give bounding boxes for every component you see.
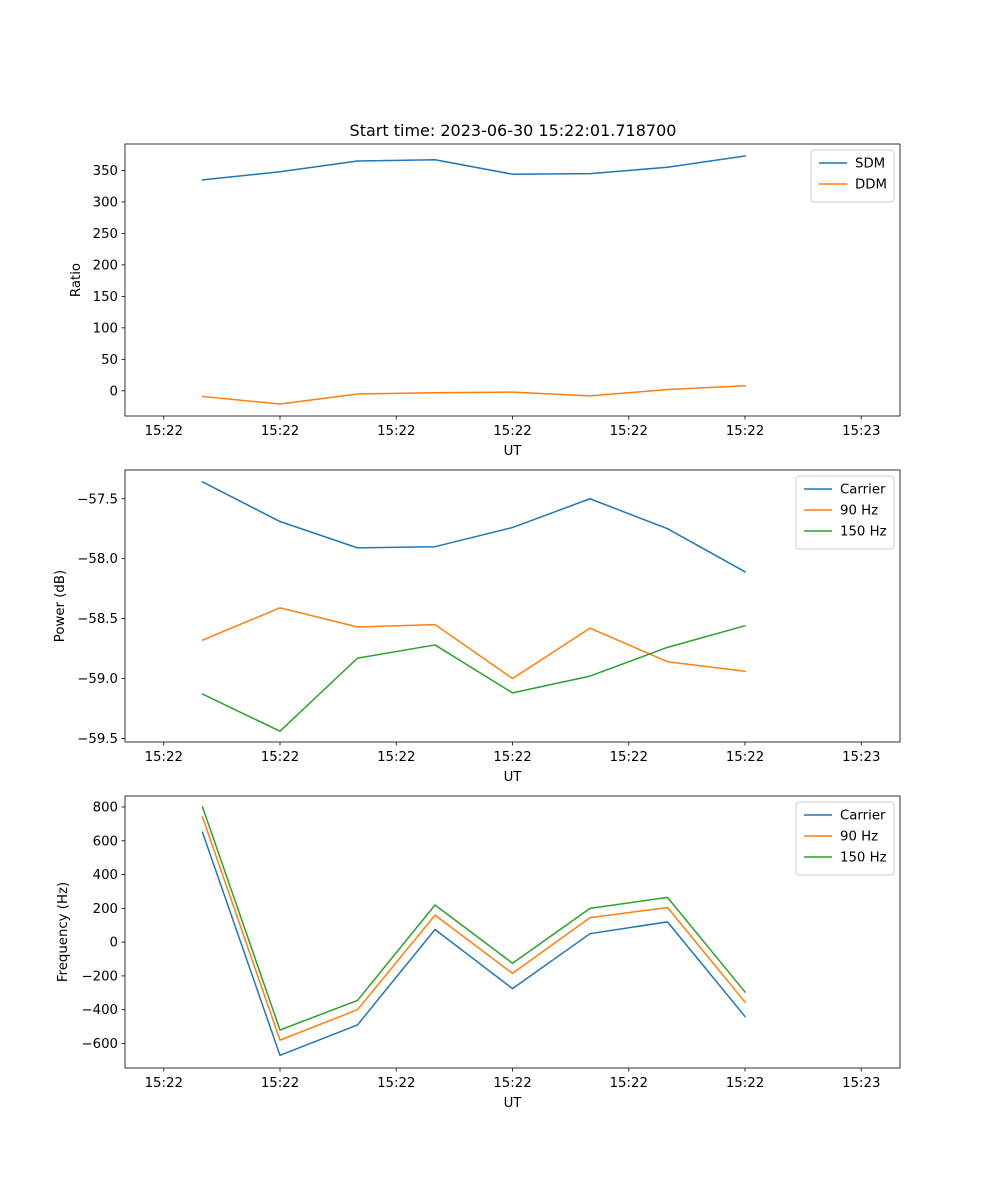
- x-tick-label: 15:22: [493, 1076, 531, 1091]
- x-tick-label: 15:22: [145, 424, 183, 439]
- series-line-90-hz: [201, 607, 746, 680]
- legend: Carrier 90 Hz 150 Hz: [795, 475, 895, 550]
- x-axis-label: UT: [504, 770, 523, 785]
- legend-label-ddm: DDM: [855, 178, 887, 193]
- subplot-power: 15:22 15:22 15:22 15:22 15:22 15:22 15:23 −59.5…: [53, 469, 901, 785]
- y-tick-label: 300: [93, 195, 118, 210]
- legend: SDM DDM: [810, 149, 895, 203]
- y-tick-label: −600: [81, 1037, 118, 1052]
- y-tick-label: −58.5: [77, 612, 118, 627]
- series-line-90-hz: [201, 816, 747, 1041]
- x-tick-label: 15:22: [145, 1076, 183, 1091]
- x-tick-label: 15:22: [726, 424, 764, 439]
- x-tick-label: 15:22: [261, 424, 299, 439]
- y-tick-label: −59.0: [77, 672, 118, 687]
- legend-label-150-hz: 150 Hz: [840, 525, 887, 540]
- x-tick-label: 15:22: [145, 750, 183, 765]
- x-tick-label: 15:22: [261, 750, 299, 765]
- legend-label-sdm: SDM: [855, 157, 885, 172]
- y-axis-label: Ratio: [69, 263, 84, 297]
- y-tick-label: −58.0: [77, 552, 118, 567]
- chart-title: Start time: 2023-06-30 15:22:01.718700: [350, 121, 677, 140]
- x-tick-label: 15:22: [610, 1076, 648, 1091]
- x-tick-label: 15:22: [610, 750, 648, 765]
- legend-label-150-hz: 150 Hz: [840, 851, 887, 866]
- x-tick-label: 15:23: [842, 424, 880, 439]
- y-tick-label: 0: [110, 936, 118, 951]
- y-tick-label: 250: [93, 227, 118, 242]
- y-tick-label: 200: [93, 258, 118, 273]
- x-tick-label: 15:22: [726, 750, 764, 765]
- y-tick-label: −200: [81, 969, 118, 984]
- x-tick-label: 15:22: [726, 1076, 764, 1091]
- series-line-150-hz: [201, 624, 746, 732]
- legend-label-carrier: Carrier: [840, 483, 886, 498]
- x-tick-label: 15:23: [842, 1076, 880, 1091]
- x-tick-label: 15:22: [261, 1076, 299, 1091]
- x-axis-label: UT: [504, 444, 523, 459]
- series-line-sdm: [201, 155, 746, 181]
- y-axis-label: Power (dB): [53, 570, 68, 642]
- subplot-frequency: 15:22 15:22 15:22 15:22 15:22 15:22 15:23 −600 −…: [56, 795, 901, 1111]
- x-tick-label: 15:23: [842, 750, 880, 765]
- y-tick-label: −400: [81, 1003, 118, 1018]
- legend: Carrier 90 Hz 150 Hz: [795, 801, 895, 876]
- series-line-carrier: [201, 831, 747, 1057]
- y-tick-label: 800: [93, 800, 118, 815]
- y-tick-label: 100: [93, 321, 118, 336]
- y-tick-label: 350: [93, 164, 118, 179]
- legend-label-carrier: Carrier: [840, 809, 886, 824]
- y-tick-label: 400: [93, 868, 118, 883]
- y-tick-label: 50: [101, 353, 118, 368]
- series-line-carrier: [201, 480, 747, 573]
- y-tick-label: 150: [93, 290, 118, 305]
- y-tick-label: 0: [110, 384, 118, 399]
- y-tick-label: 600: [93, 834, 118, 849]
- y-axis-label: Frequency (Hz): [56, 882, 71, 982]
- x-tick-label: 15:22: [377, 424, 415, 439]
- x-tick-label: 15:22: [377, 1076, 415, 1091]
- legend-label-90-hz: 90 Hz: [840, 830, 878, 845]
- series-line-ddm: [201, 384, 746, 405]
- y-tick-label: −57.5: [77, 492, 118, 507]
- y-tick-label: 200: [93, 902, 118, 917]
- series-line-150-hz: [201, 806, 747, 1031]
- legend-label-90-hz: 90 Hz: [840, 504, 878, 519]
- x-tick-label: 15:22: [377, 750, 415, 765]
- x-tick-label: 15:22: [610, 424, 648, 439]
- x-axis-label: UT: [504, 1096, 523, 1111]
- subplot-ratio: 15:22 15:22 15:22 15:22 15:22 15:22 15:23 0 50 10…: [69, 143, 901, 459]
- y-tick-label: −59.5: [77, 732, 118, 747]
- x-tick-label: 15:22: [493, 424, 531, 439]
- subplots: 15:22 15:22 15:22 15:22 15:22 15:22 15:23 0 50 10…: [53, 143, 901, 1111]
- x-tick-label: 15:22: [493, 750, 531, 765]
